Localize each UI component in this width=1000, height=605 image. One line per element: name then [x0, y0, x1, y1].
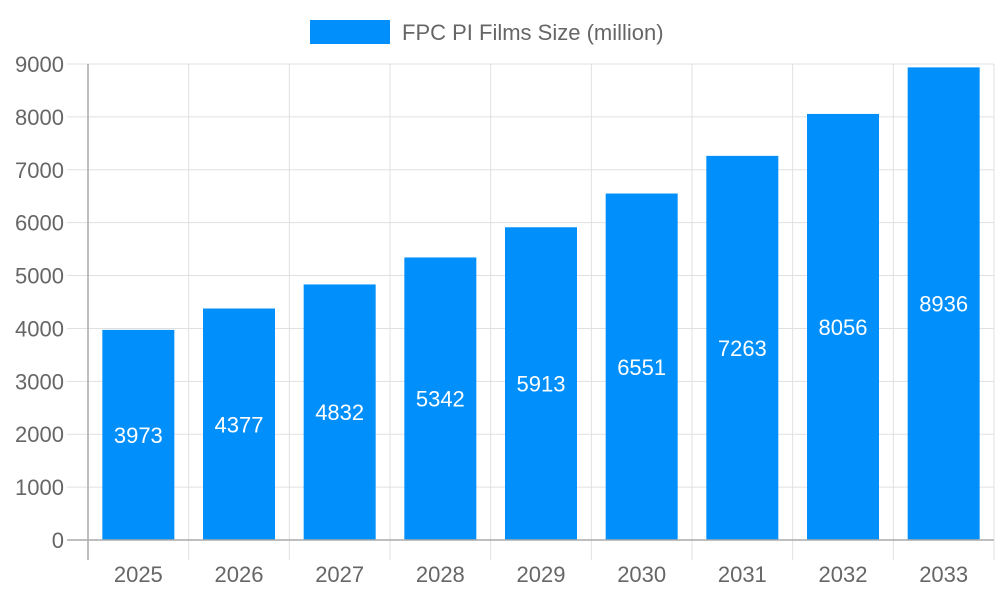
bar-2032[interactable] — [807, 113, 879, 540]
data-label: 8936 — [919, 292, 968, 317]
x-tick-label: 2033 — [919, 562, 968, 587]
x-tick-label: 2029 — [517, 562, 566, 587]
data-label: 6551 — [617, 355, 666, 380]
legend-swatch — [310, 20, 390, 44]
y-tick-label: 9000 — [15, 52, 64, 77]
legend-label: FPC PI Films Size (million) — [402, 20, 664, 45]
y-tick-label: 2000 — [15, 422, 64, 447]
bar-2025[interactable] — [102, 329, 175, 540]
y-tick-label: 1000 — [15, 475, 64, 500]
x-tick-label: 2030 — [617, 562, 666, 587]
data-label: 5342 — [416, 387, 465, 412]
bar-2026[interactable] — [203, 308, 275, 540]
y-tick-label: 3000 — [15, 369, 64, 394]
x-tick-label: 2026 — [215, 562, 264, 587]
y-tick-label: 5000 — [15, 264, 64, 289]
bar-2031[interactable] — [706, 155, 779, 541]
bar-2029[interactable] — [505, 227, 577, 540]
y-tick-label: 4000 — [15, 316, 64, 341]
y-tick-label: 0 — [52, 528, 64, 553]
bar-2028[interactable] — [404, 257, 477, 540]
y-tick-label: 6000 — [15, 211, 64, 236]
bar-2027[interactable] — [303, 284, 376, 540]
data-label: 4832 — [315, 400, 364, 425]
data-label: 7263 — [718, 336, 767, 361]
x-tick-label: 2027 — [315, 562, 364, 587]
x-tick-label: 2025 — [114, 562, 163, 587]
data-label: 4377 — [215, 412, 264, 437]
data-label: 5913 — [517, 372, 566, 397]
y-tick-label: 7000 — [15, 158, 64, 183]
data-label: 3973 — [114, 423, 163, 448]
data-label: 8056 — [819, 315, 868, 340]
x-tick-label: 2032 — [819, 562, 868, 587]
bars: 3973 4377 4832 5342 5913 6551 7263 8056 8936 — [102, 67, 980, 541]
bar-2030[interactable] — [605, 193, 678, 540]
y-tick-label: 8000 — [15, 105, 64, 130]
axes: 0 1000 2000 3000 4000 5000 6000 7000 8000 9000 202… — [15, 52, 994, 587]
x-tick-label: 2028 — [416, 562, 465, 587]
x-tick-label: 2031 — [718, 562, 767, 587]
bar-2033[interactable] — [907, 67, 980, 540]
legend[interactable]: FPC PI Films Size (million) — [310, 20, 664, 45]
